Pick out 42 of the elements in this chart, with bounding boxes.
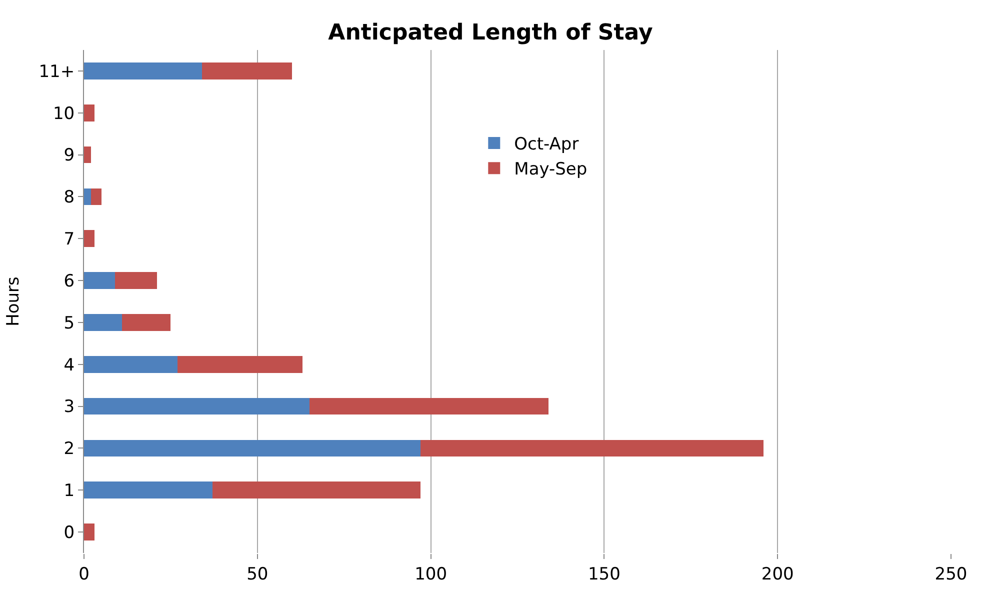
y-tick-label: 0 bbox=[64, 522, 75, 543]
bar bbox=[309, 398, 549, 415]
bar bbox=[84, 314, 122, 331]
bar bbox=[115, 272, 157, 289]
y-tick-label: 6 bbox=[64, 271, 75, 292]
x-tick-label: 50 bbox=[246, 564, 268, 584]
bar bbox=[420, 440, 764, 457]
y-tick-label: 11+ bbox=[38, 62, 75, 82]
bar bbox=[84, 230, 94, 248]
y-tick-label: 8 bbox=[64, 188, 75, 208]
bar bbox=[84, 104, 94, 122]
y-tick-label: 7 bbox=[64, 230, 75, 250]
legend-label: Oct-Apr bbox=[514, 134, 579, 155]
x-tick-label: 100 bbox=[414, 564, 448, 584]
x-tick-label: 0 bbox=[78, 564, 90, 584]
bar bbox=[84, 356, 178, 373]
bar bbox=[122, 314, 171, 331]
y-tick-label: 2 bbox=[64, 439, 75, 460]
x-tick-label: 200 bbox=[761, 564, 794, 584]
bar bbox=[84, 272, 116, 289]
chart-title: Anticpated Length of Stay bbox=[328, 20, 653, 46]
y-tick-label: 9 bbox=[64, 146, 75, 166]
bar bbox=[84, 62, 202, 80]
bar bbox=[178, 356, 302, 373]
bar bbox=[202, 62, 292, 80]
x-tick-label: 250 bbox=[934, 564, 968, 584]
x-tick-label: 150 bbox=[588, 564, 620, 584]
y-tick-label: 10 bbox=[52, 104, 75, 124]
y-tick-label: 1 bbox=[64, 481, 75, 502]
bar bbox=[84, 398, 310, 415]
bar bbox=[212, 482, 420, 499]
bar bbox=[84, 188, 91, 206]
bar bbox=[90, 188, 102, 206]
bar bbox=[84, 146, 91, 164]
y-tick-label: 3 bbox=[64, 397, 75, 418]
legend-label: May-Sep bbox=[514, 160, 588, 180]
y-tick-label: 5 bbox=[64, 313, 75, 334]
y-tick-label: 4 bbox=[64, 355, 75, 376]
bar bbox=[84, 524, 94, 540]
bar bbox=[84, 482, 212, 499]
y-axis-title: Hours bbox=[3, 276, 24, 326]
bar bbox=[84, 440, 420, 457]
